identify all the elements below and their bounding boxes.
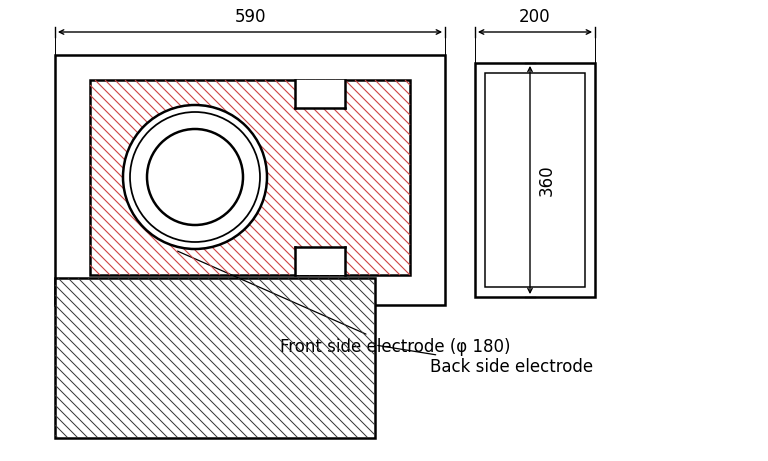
Text: Back side electrode: Back side electrode [378,345,593,376]
Bar [475,63,595,297]
Bar [295,247,345,275]
Bar [295,80,345,108]
Circle shape [123,105,267,249]
Text: 360: 360 [538,164,556,196]
Circle shape [147,129,243,225]
Bar [55,278,375,438]
Text: 200: 200 [519,8,551,26]
Text: Front side electrode (φ 180): Front side electrode (φ 180) [177,251,511,356]
Bar [485,73,585,287]
Bar [55,55,445,305]
Bar [90,80,410,275]
Text: 590: 590 [234,8,266,26]
